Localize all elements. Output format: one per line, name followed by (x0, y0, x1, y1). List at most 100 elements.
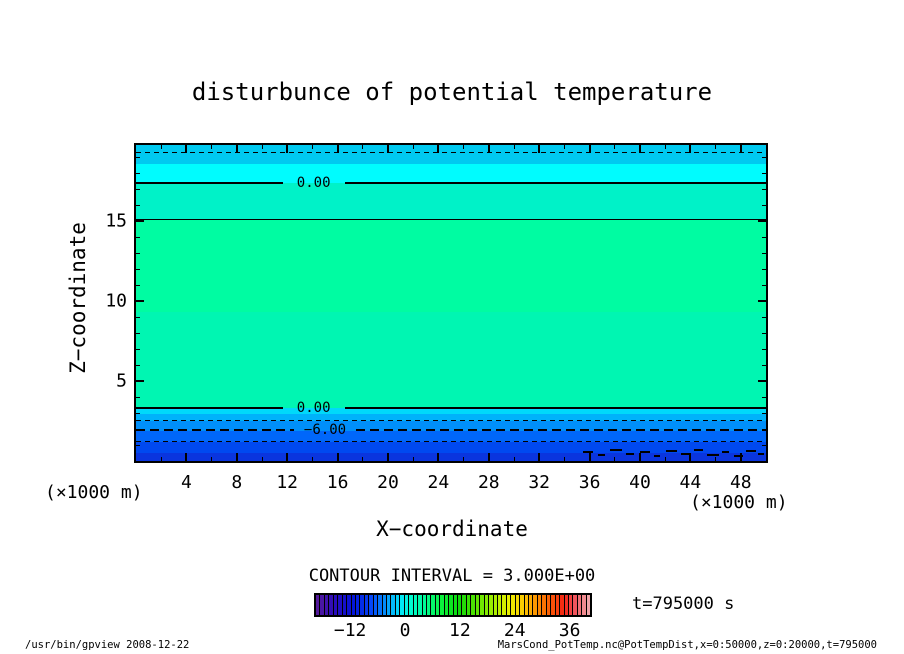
x-tick-label: 44 (679, 472, 702, 493)
colorbar-cell (471, 595, 476, 615)
x-tick (563, 145, 565, 149)
z-tick-label: 5 (116, 370, 127, 392)
y-tick (136, 444, 140, 446)
x-tick (336, 145, 339, 153)
y-tick (136, 428, 140, 430)
x-tick (664, 145, 666, 149)
colorbar-cell (360, 595, 365, 615)
x-tick (715, 145, 717, 149)
x-tick (311, 145, 313, 149)
contour-line (136, 151, 766, 153)
colorbar-cell (395, 595, 401, 615)
x-tick-label: 28 (477, 472, 500, 493)
contour-fragment (666, 450, 677, 452)
x-tick (160, 145, 162, 149)
x-tick (538, 145, 541, 153)
contour-line (136, 181, 283, 184)
y-tick (762, 412, 766, 414)
x-axis-title: X−coordinate (376, 517, 528, 541)
y-tick (136, 396, 140, 398)
y-tick (762, 188, 766, 190)
colorbar-cell (413, 595, 419, 615)
y-tick (136, 364, 140, 366)
x-tick-label: 8 (231, 472, 243, 493)
x-tick (261, 145, 263, 149)
y-tick (762, 348, 766, 350)
contour-line (136, 419, 766, 421)
fill-band (136, 413, 766, 421)
colorbar-cell (364, 595, 370, 615)
x-tick (311, 457, 313, 461)
colorbar-tick-labels: −12 0 12 24 36 (314, 620, 592, 642)
footer-dataset: MarsCond_PotTemp.nc@PotTempDist,x=0:5000… (497, 639, 877, 651)
y-tick (762, 156, 766, 158)
y-tick (762, 236, 766, 238)
y-tick (762, 252, 766, 254)
contour-fragment (707, 454, 719, 456)
contour-fragment (626, 453, 634, 455)
fill-band (136, 164, 766, 183)
contour-line (136, 407, 283, 410)
y-tick (762, 204, 766, 206)
colorbar-cell (524, 595, 529, 615)
y-tick (136, 380, 144, 382)
x-tick (538, 453, 541, 461)
x-tick (160, 457, 162, 461)
colorbar-cell (484, 595, 490, 615)
x-tick-label: 32 (528, 472, 551, 493)
fill-band (136, 219, 766, 313)
contour-fragment (640, 451, 650, 453)
fill-band (136, 145, 766, 165)
colorbar-cell (369, 595, 374, 615)
x-tick-label: 20 (377, 472, 399, 493)
x-tick (211, 145, 213, 149)
x-tick (689, 145, 692, 153)
x-tick-label: 12 (276, 472, 299, 493)
x-tick (513, 457, 515, 461)
colorbar-cell (440, 595, 445, 615)
y-tick (762, 428, 766, 430)
x-tick (437, 453, 440, 461)
y-tick (136, 252, 140, 254)
x-tick (362, 457, 364, 461)
z-tick-label: 10 (105, 290, 127, 312)
y-tick (136, 172, 140, 174)
x-tick (588, 453, 591, 461)
contour-fragment (681, 453, 689, 455)
colorbar-cell (582, 595, 587, 615)
x-tick (261, 457, 263, 461)
contour-label: 0.00 (296, 400, 331, 417)
y-tick (136, 268, 140, 270)
colorbar-cell (462, 595, 467, 615)
colorbar-cell (320, 595, 325, 615)
colorbar-cell (506, 595, 512, 615)
colorbar-cell (493, 595, 498, 615)
x-tick-label: 4 (180, 472, 192, 493)
colorbar-cell (355, 595, 361, 615)
x-tick (336, 453, 339, 461)
y-tick (758, 380, 766, 382)
colorbar-tick-label: −12 (333, 620, 367, 641)
colorbar-cell (515, 595, 521, 615)
y-tick (136, 284, 140, 286)
y-tick (136, 236, 140, 238)
x-tick (286, 453, 289, 461)
colorbar-cell (404, 595, 410, 615)
contour-fragment (746, 450, 756, 452)
x-tick (463, 457, 465, 461)
y-tick (762, 268, 766, 270)
z-axis-title: Z−coordinate (66, 222, 90, 374)
contour-fragment (722, 451, 729, 453)
y-tick (136, 300, 144, 302)
colorbar-tick-label: 36 (558, 620, 581, 641)
colorbar-cell (391, 595, 396, 615)
x-tick (639, 145, 641, 153)
colorbar-cell (418, 595, 423, 615)
x-tick-label: 48 (729, 472, 752, 493)
contour-line (136, 428, 294, 431)
x-tick (437, 145, 440, 153)
colorbar-tick-label: 0 (399, 620, 411, 641)
x-tick (588, 145, 591, 153)
colorbar-cell (373, 595, 379, 615)
x-tick (639, 453, 641, 461)
